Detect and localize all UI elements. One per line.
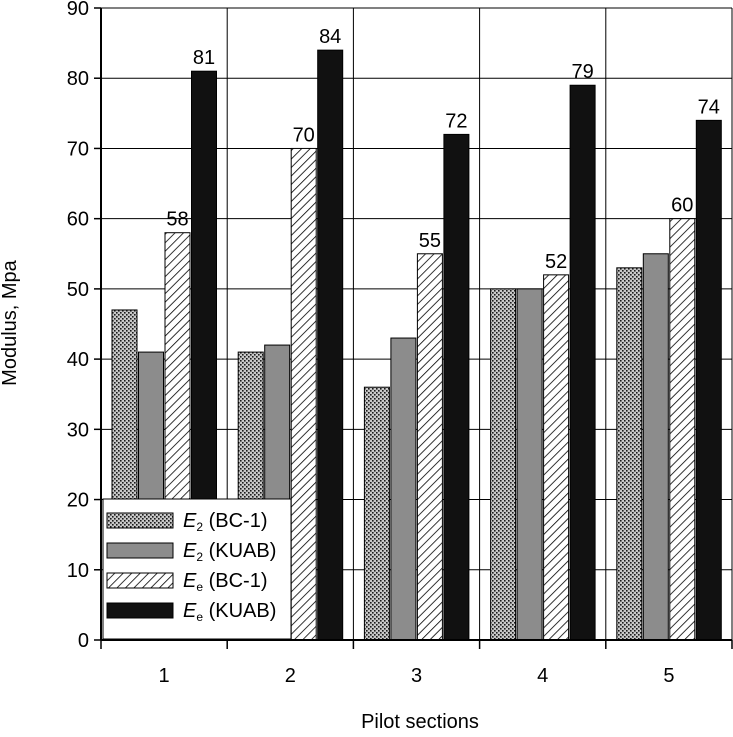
bar-e2_bc1-section-3 xyxy=(363,386,390,641)
bar-ee_kuab-section-5 xyxy=(695,119,722,641)
x-tick-label: 4 xyxy=(537,665,548,687)
bar-ee_kuab-section-4 xyxy=(569,84,596,641)
bar-e2_kuab-section-4 xyxy=(516,288,543,641)
data-label-ee_kuab-section-5: 74 xyxy=(698,96,720,118)
y-tick-label: 10 xyxy=(67,560,89,582)
bar-ee_bc1-section-5 xyxy=(669,218,696,641)
y-tick-label: 50 xyxy=(67,279,89,301)
data-label-ee_bc1-section-5: 60 xyxy=(671,195,693,217)
legend-label-e2_bc1: E2 (BC-1) xyxy=(183,510,267,534)
legend-swatch-ee_bc1 xyxy=(106,572,174,589)
y-tick-label: 70 xyxy=(67,138,89,160)
bar-ee_bc1-section-3 xyxy=(416,253,443,641)
bar-ee_bc1-section-2 xyxy=(290,147,317,641)
y-tick-label: 40 xyxy=(67,349,89,371)
bar-e2_kuab-section-5 xyxy=(642,253,669,641)
data-label-ee_bc1-section-2: 70 xyxy=(293,124,315,146)
data-label-ee_bc1-section-1: 58 xyxy=(166,209,188,231)
data-label-ee_bc1-section-4: 52 xyxy=(545,251,567,273)
bar-e2_kuab-section-3 xyxy=(390,337,417,641)
data-label-ee_kuab-section-3: 72 xyxy=(445,110,467,132)
x-tick-label: 3 xyxy=(411,665,422,687)
legend-label-ee_kuab: Ee (KUAB) xyxy=(183,600,276,624)
bar-ee_bc1-section-4 xyxy=(543,274,570,641)
legend-swatch-ee_kuab xyxy=(106,602,174,619)
axes: 0 10 20 30 40 50 60 70 80 90 1 2 3 4 5 xyxy=(67,0,733,687)
legend-swatch-e2_kuab xyxy=(106,542,174,559)
y-tick-label: 0 xyxy=(78,630,89,652)
legend-swatch-e2_bc1 xyxy=(106,512,174,529)
y-tick-label: 30 xyxy=(67,419,89,441)
bar-e2_bc1-section-4 xyxy=(490,288,517,641)
bar-e2_bc1-section-5 xyxy=(616,267,643,641)
data-labels: 58 81 70 84 55 72 52 79 60 74 xyxy=(166,26,720,273)
legend: E2 (BC-1) E2 (KUAB) Ee (BC-1) Ee (KUAB) xyxy=(102,498,292,640)
y-tick-label: 90 xyxy=(67,0,89,20)
x-tick-label: 2 xyxy=(285,665,296,687)
data-label-ee_kuab-section-1: 81 xyxy=(193,47,215,69)
data-label-ee_kuab-section-4: 79 xyxy=(571,61,593,83)
legend-label-ee_bc1: Ee (BC-1) xyxy=(183,570,267,594)
y-tick-label: 80 xyxy=(67,68,89,90)
data-label-ee_bc1-section-3: 55 xyxy=(419,230,441,252)
legend-label-e2_kuab: E2 (KUAB) xyxy=(183,540,276,564)
bar-ee_kuab-section-3 xyxy=(443,133,470,641)
x-axis-title: Pilot sections xyxy=(361,711,479,733)
bar-ee_kuab-section-2 xyxy=(317,49,344,641)
x-tick-label: 1 xyxy=(159,665,170,687)
x-tick-label: 5 xyxy=(663,665,674,687)
y-tick-label: 60 xyxy=(67,209,89,231)
data-label-ee_kuab-section-2: 84 xyxy=(319,26,341,48)
y-axis-title: Modulus, Mpa xyxy=(0,259,21,385)
y-tick-label: 20 xyxy=(67,490,89,512)
